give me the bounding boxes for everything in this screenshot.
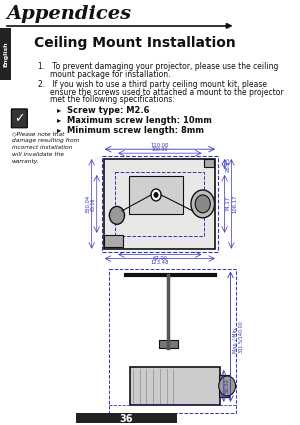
Circle shape bbox=[154, 193, 158, 198]
Circle shape bbox=[191, 190, 214, 218]
Bar bbox=[130, 367, 220, 405]
Text: Ceiling Mount Installation: Ceiling Mount Installation bbox=[34, 36, 236, 50]
Text: ✓: ✓ bbox=[14, 112, 25, 125]
Text: 110.00: 110.00 bbox=[151, 143, 169, 148]
Text: met the following specifications:: met the following specifications: bbox=[50, 96, 175, 105]
Bar bbox=[115, 172, 204, 236]
Text: 330.04: 330.04 bbox=[85, 195, 90, 213]
Text: English: English bbox=[3, 41, 8, 67]
Text: 60.16: 60.16 bbox=[91, 197, 96, 210]
Bar bbox=[110, 269, 236, 413]
Bar bbox=[219, 374, 229, 397]
Text: 123.48: 123.48 bbox=[151, 260, 169, 265]
FancyBboxPatch shape bbox=[11, 109, 27, 128]
Bar bbox=[129, 176, 183, 214]
Text: 1.   To prevent damaging your projector, please use the ceiling: 1. To prevent damaging your projector, p… bbox=[38, 62, 278, 71]
Bar bbox=[102, 156, 218, 252]
Circle shape bbox=[151, 189, 161, 201]
Text: 100.00: 100.00 bbox=[152, 147, 168, 152]
Text: ▸  Maximum screw length: 10mm: ▸ Maximum screw length: 10mm bbox=[57, 116, 212, 125]
Bar bbox=[159, 340, 178, 348]
Bar bbox=[0, 28, 11, 79]
Circle shape bbox=[110, 207, 124, 224]
Text: 36: 36 bbox=[119, 414, 133, 424]
Text: 28.15: 28.15 bbox=[226, 156, 231, 172]
Text: ensure the screws used to attached a mount to the projector: ensure the screws used to attached a mou… bbox=[50, 88, 284, 96]
Text: Max. / Min.
301.5/140.00: Max. / Min. 301.5/140.00 bbox=[232, 320, 243, 353]
Bar bbox=[104, 235, 123, 246]
Text: 50.52: 50.52 bbox=[225, 378, 230, 394]
Text: 67.00: 67.00 bbox=[152, 256, 167, 261]
Text: ◇Please note that
damage resulting from
incorrect installation
will invalidate t: ◇Please note that damage resulting from … bbox=[12, 131, 79, 164]
Text: Appendices: Appendices bbox=[7, 5, 132, 23]
Text: ▸  Screw type: M2.6: ▸ Screw type: M2.6 bbox=[57, 106, 150, 116]
Bar bbox=[204, 159, 214, 167]
Bar bbox=[76, 413, 177, 425]
Text: ▸  Minimum screw length: 8mm: ▸ Minimum screw length: 8mm bbox=[57, 126, 204, 135]
Text: 2.   If you wish to use a third party ceiling mount kit, please: 2. If you wish to use a third party ceil… bbox=[38, 79, 267, 88]
Circle shape bbox=[219, 376, 236, 396]
Circle shape bbox=[195, 195, 210, 213]
Bar bbox=[104, 159, 215, 249]
Text: 74.17: 74.17 bbox=[226, 196, 231, 212]
Text: 106.17: 106.17 bbox=[232, 195, 238, 213]
Text: mount package for installation.: mount package for installation. bbox=[50, 70, 171, 79]
